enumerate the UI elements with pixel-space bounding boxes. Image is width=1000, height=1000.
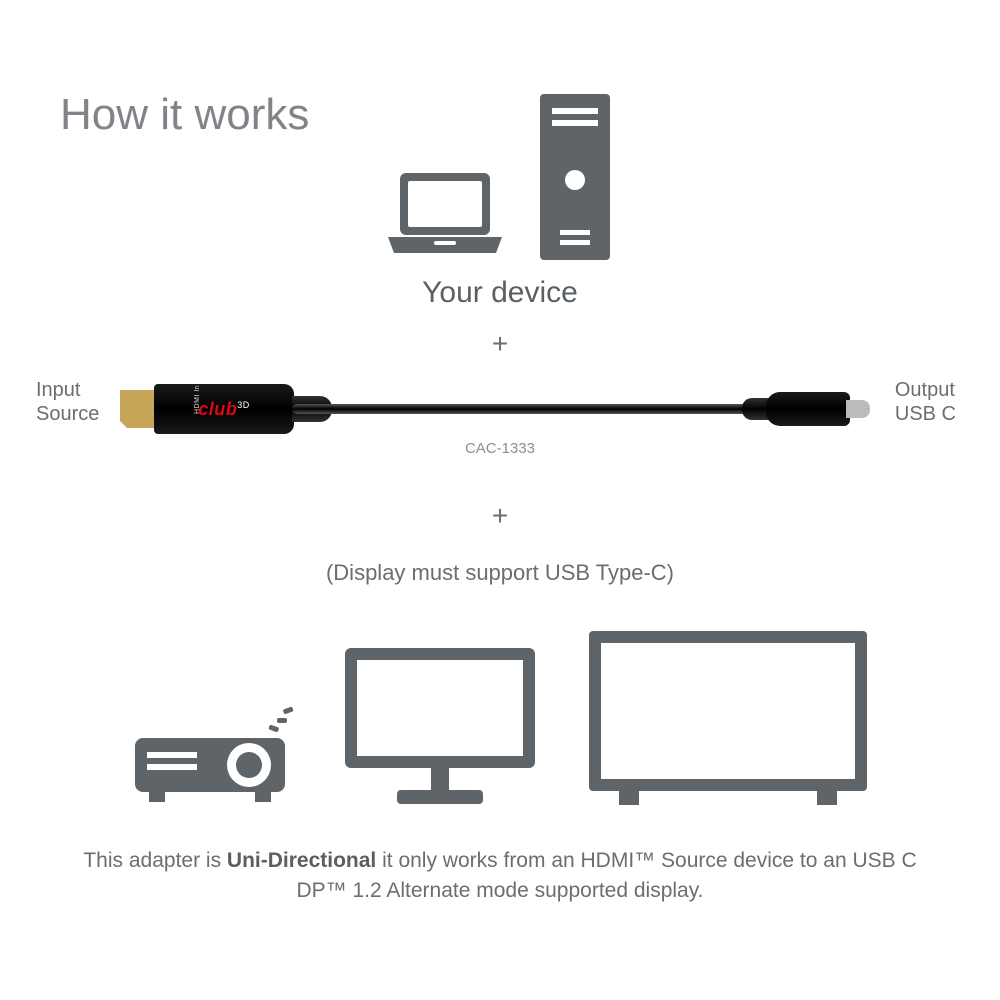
footer-bold: Uni-Directional (227, 849, 376, 872)
monitor-icon (335, 640, 545, 810)
display-devices (0, 625, 1000, 810)
laptop-icon (380, 165, 510, 265)
desktop-tower-icon (530, 90, 620, 265)
plus-icon-1: + (0, 328, 1000, 360)
adapter-cable: HDMI In club3D (0, 370, 1000, 450)
tv-icon (583, 625, 873, 810)
model-number: CAC-1333 (0, 440, 1000, 457)
usbc-connector-body (766, 392, 850, 426)
footer-description: This adapter is Uni-Directional it only … (80, 846, 920, 907)
brand-logo: club3D (198, 399, 250, 420)
footer-pre: This adapter is (83, 849, 227, 872)
cable-wire (292, 404, 770, 414)
footer-post: it only works from an HDMI™ Source devic… (296, 849, 916, 902)
display-support-note: (Display must support USB Type-C) (0, 560, 1000, 586)
hdmi-in-text: HDMI In (194, 385, 201, 414)
hdmi-connector-tip (120, 390, 158, 428)
plus-icon-2: + (0, 500, 1000, 532)
usbc-connector-tip (846, 400, 870, 418)
hdmi-connector-body: HDMI In club3D (154, 384, 294, 434)
your-device-label: Your device (0, 276, 1000, 310)
source-devices (0, 90, 1000, 265)
projector-icon (127, 700, 297, 810)
